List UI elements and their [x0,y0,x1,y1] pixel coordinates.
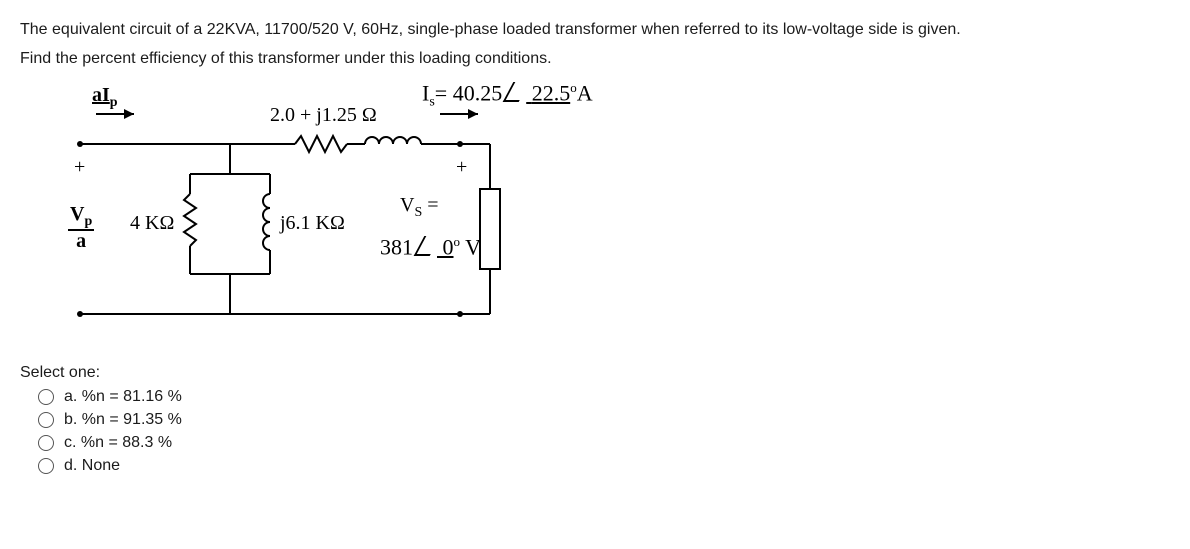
answer-block: Select one: a. %n = 81.16 % b. %n = 91.3… [20,364,1170,475]
label-vs-eq: VS = [400,194,439,221]
option-d[interactable]: d. None [38,457,1170,475]
radio-icon [38,389,54,405]
label-x-shunt: j6.1 KΩ [280,212,345,235]
select-one-label: Select one: [20,364,1170,382]
option-c[interactable]: c. %n = 88.3 % [38,434,1170,452]
option-label: c. %n = 88.3 % [64,434,172,452]
question-line-2: Find the percent efficiency of this tran… [20,45,1170,74]
option-label: d. None [64,457,120,475]
label-is: Is= 40.25 22.5oA [422,80,593,111]
label-aIp: aIp [92,84,118,111]
label-plus-right: + [456,156,467,179]
label-vp-over-a: Vp a [68,204,94,251]
option-b[interactable]: b. %n = 91.35 % [38,411,1170,429]
option-label: a. %n = 81.16 % [64,388,182,406]
radio-icon [38,458,54,474]
label-plus-left: + [74,156,85,179]
option-label: b. %n = 91.35 % [64,411,182,429]
radio-icon [38,435,54,451]
circuit-diagram: aIp 2.0 + j1.25 Ω Is= 40.25 22.5oA + + V… [60,84,580,344]
label-series-impedance: 2.0 + j1.25 Ω [270,104,377,127]
option-a[interactable]: a. %n = 81.16 % [38,388,1170,406]
radio-icon [38,412,54,428]
question-line-1: The equivalent circuit of a 22KVA, 11700… [20,16,1170,45]
label-r-shunt: 4 KΩ [130,212,174,235]
label-vs-value: 381 0o V [380,234,481,260]
